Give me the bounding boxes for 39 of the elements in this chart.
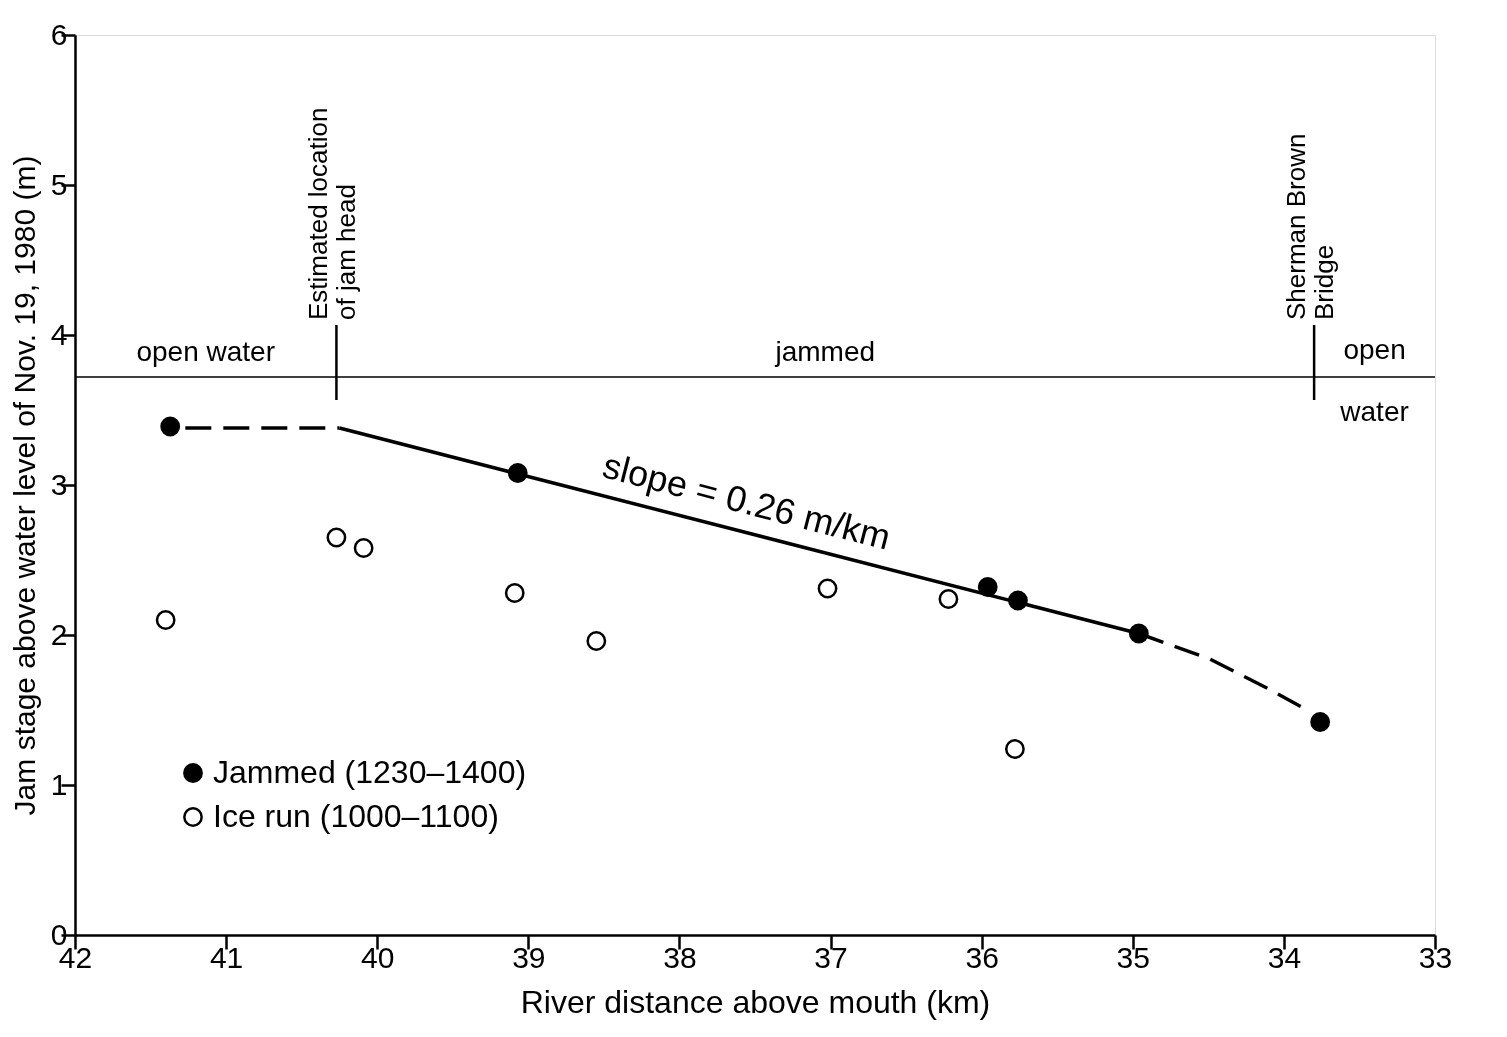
- point: [155, 610, 176, 630]
- y-tick-label: 2: [50, 617, 68, 651]
- point: [1310, 712, 1331, 732]
- point: [507, 463, 528, 483]
- x-tick-label: 38: [663, 940, 697, 974]
- point: [1008, 590, 1028, 611]
- point: [504, 583, 525, 603]
- x-tick-label: 35: [1116, 940, 1150, 974]
- x-tick-label: 33: [1418, 940, 1453, 974]
- point: [353, 538, 374, 558]
- x-axis-title: River distance above mouth (km): [520, 983, 991, 1020]
- x-tick-label: 37: [814, 940, 848, 974]
- y-tick-label: 4: [50, 317, 68, 351]
- point: [160, 416, 181, 437]
- annotation: open water: [136, 336, 275, 367]
- point: [326, 527, 347, 548]
- annotation: jammed: [774, 336, 876, 367]
- ref-line-label: Estimated location of jam head: [303, 107, 362, 320]
- x-tick-label: 41: [209, 940, 244, 974]
- y-axis-title: Jam stage above water level of Nov. 19, 1980 (m): [7, 155, 41, 816]
- point: [817, 578, 838, 599]
- y-tick-label: 6: [50, 17, 68, 51]
- x-tick-label: 39: [512, 940, 546, 974]
- x-tick-label: 36: [965, 940, 999, 974]
- point: [977, 577, 998, 597]
- point: [1005, 739, 1025, 759]
- legend-label: Jammed (1230–1400): [213, 754, 527, 790]
- point: [938, 589, 959, 609]
- y-tick-label: 5: [50, 167, 68, 201]
- point: [586, 631, 607, 651]
- legend-label: Ice run (1000–1100): [213, 798, 499, 834]
- text: slope = 0.26 m/km: [598, 444, 895, 558]
- y-tick-label: 1: [50, 767, 68, 801]
- annotation: open water: [1339, 334, 1409, 427]
- ref-line-label: Sherman Brown Bridge: [1281, 133, 1340, 320]
- x-tick-label: 34: [1267, 940, 1302, 974]
- point: [1128, 623, 1149, 644]
- y-tick-label: 3: [50, 467, 68, 501]
- x-tick-label: 40: [361, 940, 395, 974]
